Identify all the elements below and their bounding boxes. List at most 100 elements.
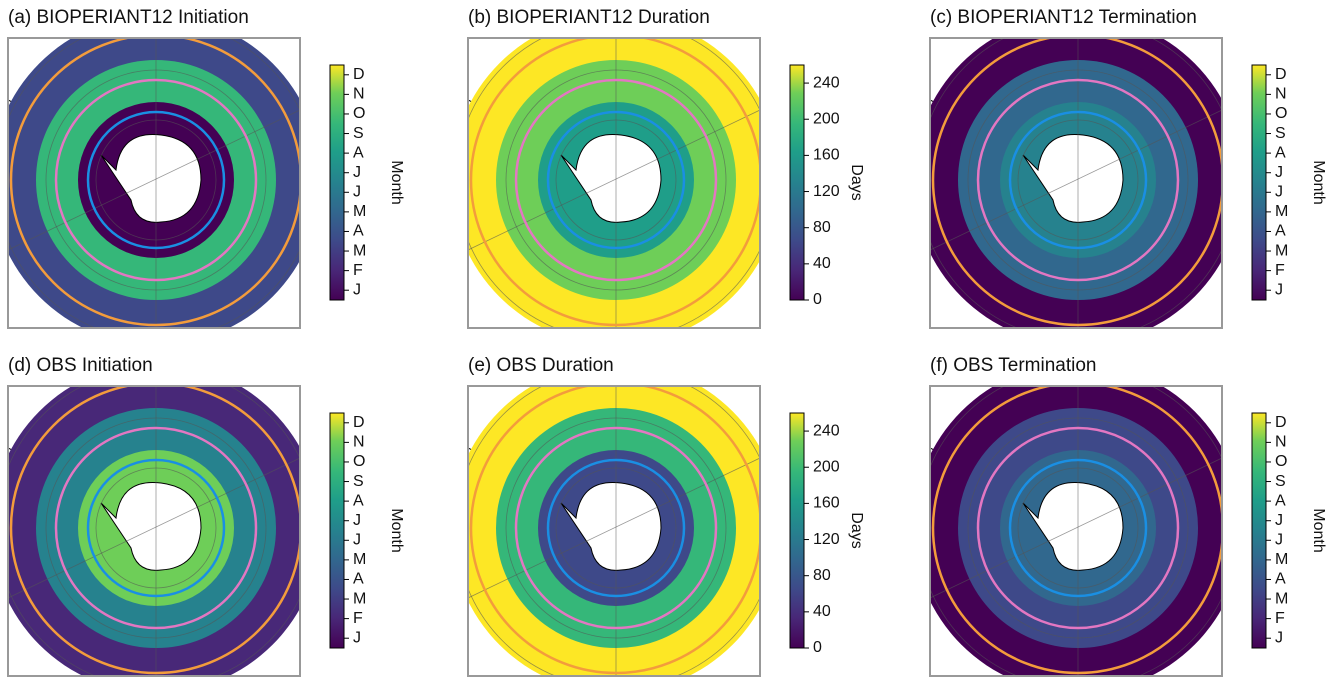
colorbar-tick-label: A: [353, 492, 364, 509]
antarctica: [1022, 133, 1124, 223]
antarctica: [100, 133, 202, 223]
colorbar-tick-label: 120: [813, 531, 840, 548]
colorbar-tick-label: 200: [813, 458, 840, 475]
graticule: [8, 457, 300, 599]
panel-title: (f) OBS Termination: [930, 355, 1096, 376]
colorbar-tick-label: 160: [813, 147, 840, 164]
colorbar-tick-label: F: [1275, 610, 1285, 627]
colorbar-tick-label: 0: [813, 291, 822, 308]
colorbar-tick-label: M: [353, 590, 366, 607]
colorbar-tick-label: 0: [813, 639, 822, 656]
front-orange: [9, 38, 300, 327]
colorbar-tick-label: A: [1275, 223, 1286, 240]
colorbar: [1251, 412, 1267, 649]
colorbar-tick-label: D: [353, 414, 365, 431]
colorbar-tick-label: O: [1275, 453, 1287, 470]
graticule: [8, 109, 300, 251]
front-pink: [514, 426, 718, 630]
colorbar-tick-label: N: [353, 86, 365, 103]
colorbar-tick-label: S: [353, 125, 364, 142]
colorbar-tick-label: 80: [813, 567, 831, 584]
colorbar-tick-label: J: [1275, 512, 1283, 529]
colorbar-tick-label: J: [353, 532, 361, 549]
map-frame: [7, 385, 301, 677]
colorbar-tick-label: M: [353, 551, 366, 568]
colorbar-label: Days: [848, 512, 865, 548]
colorbar: [329, 412, 345, 649]
front-pink: [54, 78, 258, 282]
colorbar-tick-label: 200: [813, 110, 840, 127]
panel-title: (e) OBS Duration: [468, 355, 614, 376]
colorbar-tick-label: S: [1275, 125, 1286, 142]
colorbar-tick-label: A: [353, 571, 364, 588]
colorbar-tick-label: F: [353, 610, 363, 627]
map: [8, 386, 300, 676]
front-blue: [1008, 458, 1148, 598]
colorbar-tick-label: N: [353, 434, 365, 451]
colorbar-tick-label: F: [1275, 262, 1285, 279]
colorbar-tick-label: S: [353, 473, 364, 490]
colorbar-tick-label: J: [353, 629, 361, 646]
map: [930, 38, 1222, 328]
front-orange: [469, 38, 760, 327]
colorbar-tick-label: M: [353, 242, 366, 259]
colorbar-tick-label: A: [1275, 144, 1286, 161]
map-frame: [929, 37, 1223, 329]
colorbar-tick-label: O: [353, 105, 365, 122]
panel-title: (c) BIOPERIANT12 Termination: [930, 7, 1197, 28]
front-pink: [514, 78, 718, 282]
colorbar-label: Month: [388, 160, 405, 204]
colorbar-tick-label: M: [353, 203, 366, 220]
map: [468, 386, 760, 676]
front-orange: [931, 38, 1222, 327]
map-frame: [467, 37, 761, 329]
colorbar-tick-label: J: [1275, 629, 1283, 646]
colorbar-tick-label: A: [1275, 571, 1286, 588]
panel: (a) BIOPERIANT12 InitiationJFMAMJJASONDM…: [7, 7, 405, 329]
colorbar-tick-label: J: [1275, 184, 1283, 201]
colorbar-tick-label: J: [1275, 532, 1283, 549]
colorbar-tick-label: N: [1275, 434, 1287, 451]
panel: (b) BIOPERIANT12 Duration 0 40 80 120 160 200 2…: [467, 7, 865, 329]
colorbar-tick-label: 160: [813, 495, 840, 512]
colorbar-label: Days: [848, 164, 865, 200]
colorbar: [789, 64, 805, 301]
panel-title: (d) OBS Initiation: [8, 355, 153, 376]
colorbar-tick-label: A: [353, 144, 364, 161]
front-orange: [931, 386, 1222, 675]
colorbar-tick-label: J: [353, 164, 361, 181]
colorbar-tick-label: O: [1275, 105, 1287, 122]
colorbar-tick-label: D: [1275, 414, 1287, 431]
colorbar-tick-label: J: [1275, 281, 1283, 298]
colorbar-tick-label: F: [353, 262, 363, 279]
antarctica: [560, 133, 662, 223]
panel: (c) BIOPERIANT12 TerminationJFMAMJJASOND…: [929, 7, 1327, 329]
colorbar: [1251, 64, 1267, 301]
colorbar-tick-label: J: [353, 512, 361, 529]
map-frame: [7, 37, 301, 329]
front-blue: [546, 110, 686, 250]
graticule: [468, 109, 760, 251]
front-pink: [976, 426, 1180, 630]
colorbar: [329, 64, 345, 301]
colorbar-tick-label: M: [1275, 203, 1288, 220]
front-blue: [1008, 110, 1148, 250]
colorbar-tick-label: M: [1275, 590, 1288, 607]
colorbar-tick-label: J: [353, 184, 361, 201]
colorbar-tick-label: M: [1275, 551, 1288, 568]
colorbar-tick-label: J: [353, 281, 361, 298]
colorbar-label: Month: [388, 508, 405, 552]
colorbar-tick-label: 120: [813, 183, 840, 200]
colorbar-tick-label: A: [353, 223, 364, 240]
map-frame: [467, 385, 761, 677]
map: [468, 38, 760, 328]
panel-title: (b) BIOPERIANT12 Duration: [468, 7, 710, 28]
antarctica: [1022, 481, 1124, 571]
colorbar-tick-label: 40: [813, 603, 831, 620]
colorbar-tick-label: A: [1275, 492, 1286, 509]
colorbar-label: Month: [1310, 508, 1327, 552]
colorbar: [789, 412, 805, 649]
colorbar-tick-label: 40: [813, 255, 831, 272]
